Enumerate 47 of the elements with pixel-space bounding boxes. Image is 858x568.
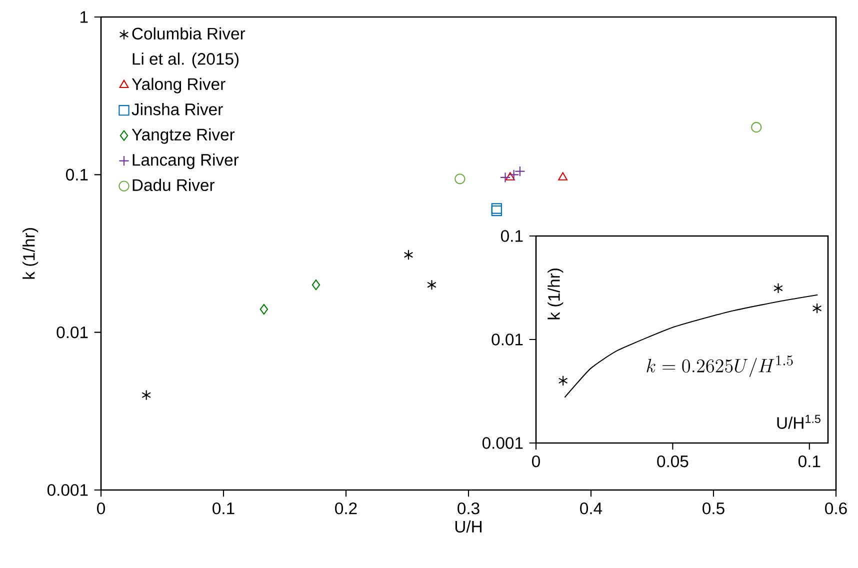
- y-tick-label: 1: [80, 11, 88, 23]
- point: [260, 304, 268, 315]
- point: [812, 303, 822, 314]
- y-tick-label: 0.1: [66, 168, 88, 181]
- y-axis-title: k (1/hr): [548, 268, 564, 320]
- y-axis-title: k (1/hr): [22, 228, 38, 279]
- x-axis-title: U/H$^{1.5}$: [777, 414, 820, 429]
- point: [454, 174, 466, 184]
- y-tick-label: 0.001: [482, 437, 523, 449]
- y-tick-label: 0.1: [500, 230, 523, 242]
- point: [427, 280, 436, 290]
- annotation: Li et al. (2015): [132, 52, 238, 68]
- legend-label: Dadu River: [132, 178, 215, 192]
- point: [142, 390, 152, 400]
- point: [751, 122, 762, 133]
- x-tick-label: 0.5: [702, 502, 724, 514]
- point: [514, 166, 526, 177]
- x-tick-label: 0.1: [212, 502, 234, 514]
- y-tick-label: 0.01: [56, 326, 88, 338]
- y-tick-label: 0.001: [47, 484, 88, 496]
- y-tick-label: 0.01: [492, 334, 523, 346]
- legend-label: Yangtze River: [132, 128, 235, 144]
- point: [558, 172, 568, 180]
- point: [505, 172, 515, 180]
- x-axis-title: U/H: [455, 520, 482, 533]
- point: [558, 375, 568, 386]
- legend-label: Lancang River: [132, 154, 239, 170]
- x-tick-label: 0: [97, 502, 105, 514]
- x-tick-label: 0.3: [458, 502, 480, 514]
- point: [508, 169, 520, 180]
- point: [312, 280, 320, 290]
- annotation: $k = 0.2625U/H^{1.5}$: [646, 356, 793, 377]
- x-tick-label: 0.1: [798, 455, 820, 468]
- x-tick-label: 0.2: [335, 502, 357, 514]
- point: [491, 203, 502, 214]
- x-tick-label: 0: [532, 455, 540, 468]
- point: [404, 250, 414, 260]
- legend-label: Jinsha River: [132, 103, 223, 116]
- point: [491, 205, 502, 216]
- line-series: [564, 294, 818, 398]
- point: [774, 282, 783, 294]
- x-tick-label: 0.6: [825, 502, 847, 514]
- x-tick-label: 0.4: [580, 502, 602, 514]
- point: [500, 172, 511, 183]
- x-tick-label: 0.05: [657, 455, 688, 468]
- legend-label: Yalong River: [132, 78, 226, 94]
- legend-label: Columbia River: [132, 27, 246, 40]
